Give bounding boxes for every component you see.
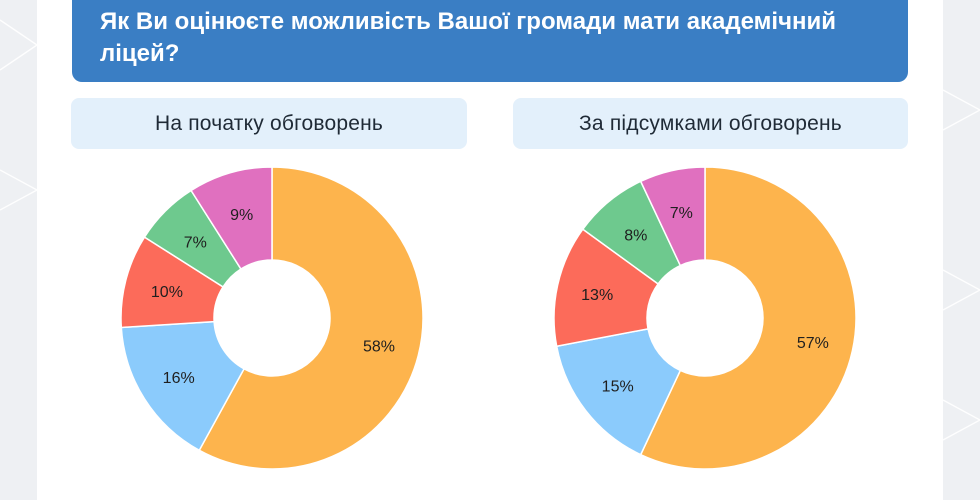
data-label-final-4: 7% <box>670 205 693 222</box>
data-label-final-1: 15% <box>602 379 634 396</box>
data-label-final-0: 57% <box>797 335 829 352</box>
data-label-initial-2: 10% <box>151 284 183 301</box>
slice-initial-1 <box>120 320 246 452</box>
data-label-final-3: 8% <box>624 227 647 244</box>
data-label-initial-1: 16% <box>163 370 195 387</box>
chart-title-initial: На початку обговорень <box>71 98 467 149</box>
page-title: Як Ви оцінюєте можливість Вашої громади … <box>100 8 837 67</box>
slice-final-1 <box>555 327 682 456</box>
slice-initial-0 <box>198 166 424 470</box>
data-label-initial-4: 9% <box>230 207 253 224</box>
chart-title-final: За підсумками обговорень <box>513 98 908 149</box>
slice-final-0 <box>639 166 857 470</box>
data-label-initial-0: 58% <box>363 338 395 355</box>
data-label-final-2: 13% <box>581 287 613 304</box>
data-label-initial-3: 7% <box>184 234 207 251</box>
slice-initial-4 <box>190 166 273 271</box>
slice-final-2 <box>553 228 660 348</box>
title-banner: Як Ви оцінюєте можливість Вашої громади … <box>72 0 908 82</box>
slice-final-4 <box>639 166 706 267</box>
